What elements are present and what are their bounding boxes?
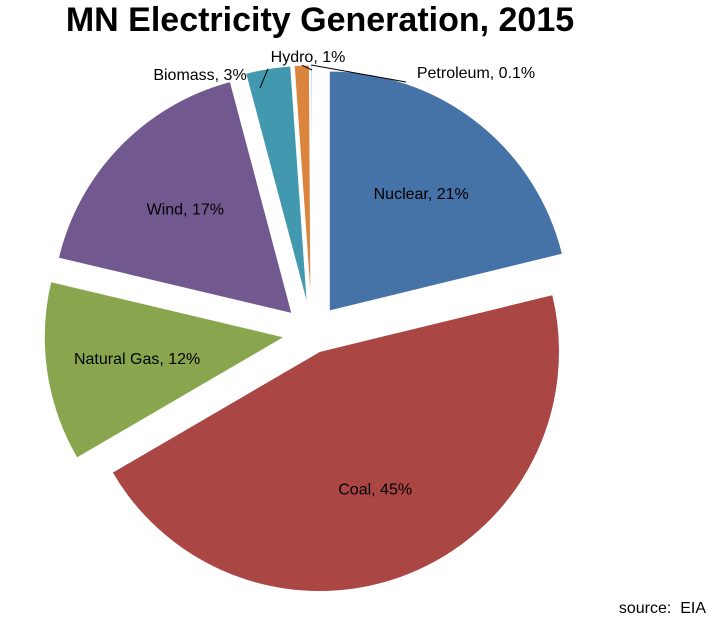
leader-line-hydro (301, 64, 313, 71)
pie-slices (43, 64, 564, 593)
leader-line-petroleum (311, 64, 407, 83)
slice-label-nuclear: Nuclear, 21% (374, 186, 469, 203)
pie-slice-wind (57, 80, 293, 315)
slice-label-biomass: Biomass, 3% (153, 67, 246, 84)
slice-label-wind: Wind, 17% (147, 202, 224, 219)
pie-slice-natural-gas (43, 281, 286, 459)
leader-line-biomass (259, 68, 269, 89)
slice-label-hydro: Hydro, 1% (271, 49, 346, 66)
slice-labels: Nuclear, 21% Coal, 45% Natural Gas, 12% Win… (74, 49, 535, 499)
chart-title: MN Electricity Generation, 2015 (65, 1, 575, 39)
slice-label-natural-gas: Natural Gas, 12% (74, 351, 200, 368)
source-note: source: EIA (618, 600, 706, 617)
pie-slice-nuclear (328, 70, 564, 312)
pie-slice-hydro (293, 64, 312, 306)
slice-label-coal: Coal, 45% (338, 482, 412, 499)
pie-slice-coal (111, 294, 560, 593)
slice-label-petroleum: Petroleum, 0.1% (417, 65, 535, 82)
leader-lines (259, 64, 407, 89)
